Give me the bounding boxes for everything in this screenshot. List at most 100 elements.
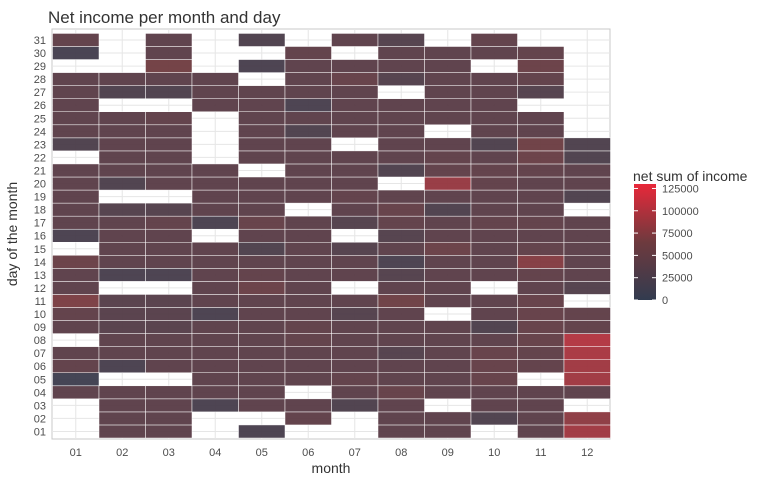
- heatmap-cell-10-10: [470, 307, 518, 321]
- legend-tick-label: 0: [662, 295, 668, 307]
- y-tick-label: 04: [34, 387, 46, 399]
- heatmap-cell-02-03: [98, 398, 146, 413]
- heatmap-cell-04-07: [191, 346, 239, 360]
- heatmap-cell-03-29: [145, 59, 193, 73]
- heatmap-cell-07-22: [331, 150, 379, 165]
- heatmap-cell-04-26: [191, 98, 239, 112]
- heatmap-cell-03-31: [145, 33, 193, 47]
- heatmap-cell-09-02: [424, 411, 472, 426]
- heatmap-cell-08-05: [377, 372, 425, 387]
- heatmap-cell-06-29: [284, 59, 332, 73]
- y-tick-label: 01: [34, 426, 46, 438]
- heatmap-cell-02-10: [98, 307, 146, 321]
- y-tick-label: 29: [34, 61, 46, 73]
- heatmap-cell-10-06: [470, 359, 518, 374]
- y-tick-label: 27: [34, 87, 46, 99]
- heatmap-cell-10-16: [470, 228, 518, 243]
- heatmap-cell-08-04: [377, 385, 425, 400]
- heatmap-cell-04-03: [191, 398, 239, 413]
- heatmap-cell-05-18: [238, 202, 286, 217]
- heatmap-cell-09-04: [424, 385, 472, 400]
- heatmap-cell-06-19: [284, 189, 332, 204]
- heatmap-cell-09-19: [424, 189, 472, 204]
- heatmap-cell-07-07: [331, 346, 379, 360]
- heatmap-cell-07-20: [331, 176, 379, 191]
- y-tick-label: 26: [34, 100, 46, 112]
- x-tick-label: 03: [163, 447, 175, 459]
- heatmap-cell-10-15: [470, 242, 518, 256]
- heatmap-cell-11-22: [517, 150, 565, 165]
- heatmap-cell-03-25: [145, 111, 193, 126]
- heatmap-cell-08-19: [377, 189, 425, 204]
- heatmap-cell-03-02: [145, 411, 193, 426]
- heatmap-cell-08-09: [377, 320, 425, 334]
- heatmap-cell-04-06: [191, 359, 239, 374]
- heatmap-cell-05-31: [238, 33, 286, 47]
- heatmap-cell-08-17: [377, 215, 425, 230]
- heatmap-cell-12-23: [563, 137, 611, 152]
- heatmap-cell-05-15: [238, 242, 286, 256]
- heatmap-cell-06-07: [284, 346, 332, 360]
- heatmap-cell-06-23: [284, 137, 332, 152]
- heatmap-cell-06-05: [284, 372, 332, 387]
- heatmap-cell-02-21: [98, 163, 146, 178]
- y-tick-label: 06: [34, 361, 46, 373]
- heatmap-cell-02-16: [98, 228, 146, 243]
- heatmap-cell-11-11: [517, 294, 565, 308]
- heatmap-cell-09-01: [424, 424, 472, 439]
- heatmap-cell-06-27: [284, 85, 332, 99]
- heatmap-cell-03-17: [145, 215, 193, 230]
- heatmap-cell-11-15: [517, 242, 565, 256]
- heatmap-cell-02-08: [98, 333, 146, 347]
- heatmap-cell-05-29: [238, 59, 286, 73]
- heatmap-cell-12-20: [563, 176, 611, 191]
- heatmap-cell-04-28: [191, 72, 239, 86]
- heatmap-cell-04-04: [191, 385, 239, 400]
- heatmap-cell-01-09: [52, 320, 100, 334]
- heatmap-cell-11-29: [517, 59, 565, 73]
- heatmap-cell-04-09: [191, 320, 239, 334]
- heatmap-cell-11-23: [517, 137, 565, 152]
- heatmap-cell-11-28: [517, 72, 565, 86]
- heatmap-cell-09-17: [424, 215, 472, 230]
- heatmap-cell-10-04: [470, 385, 518, 400]
- heatmap-cell-10-09: [470, 320, 518, 334]
- heatmap-cell-06-20: [284, 176, 332, 191]
- y-tick-label: 18: [34, 205, 46, 217]
- heatmap-cell-03-03: [145, 398, 193, 413]
- heatmap-cell-11-16: [517, 228, 565, 243]
- heatmap-cell-01-31: [52, 33, 100, 47]
- heatmap-cell-07-09: [331, 320, 379, 334]
- heatmap-cell-11-02: [517, 411, 565, 426]
- heatmap-cell-09-09: [424, 320, 472, 334]
- heatmap-cell-11-30: [517, 46, 565, 60]
- heatmap-cell-01-12: [52, 281, 100, 295]
- heatmap-cell-01-11: [52, 294, 100, 308]
- heatmap-cell-05-16: [238, 228, 286, 243]
- heatmap-cell-02-07: [98, 346, 146, 360]
- heatmap-cell-01-16: [52, 228, 100, 243]
- heatmap-cell-11-01: [517, 424, 565, 439]
- heatmap-cell-11-04: [517, 385, 565, 400]
- heatmap-cell-02-11: [98, 294, 146, 308]
- heatmap-cell-06-26: [284, 98, 332, 112]
- heatmap-cell-09-28: [424, 72, 472, 86]
- heatmap-cell-07-04: [331, 385, 379, 400]
- heatmap-cell-01-19: [52, 189, 100, 204]
- heatmap-cell-02-15: [98, 242, 146, 256]
- x-tick-label: 08: [395, 447, 407, 459]
- heatmap-cell-03-23: [145, 137, 193, 152]
- heatmap-cell-04-17: [191, 215, 239, 230]
- heatmap-cell-08-18: [377, 202, 425, 217]
- heatmap-cell-05-11: [238, 294, 286, 308]
- heatmap-cell-09-07: [424, 346, 472, 360]
- heatmap-cell-10-07: [470, 346, 518, 360]
- heatmap-cell-03-15: [145, 242, 193, 256]
- heatmap-cell-01-27: [52, 85, 100, 99]
- y-tick-label: 14: [34, 257, 46, 269]
- heatmap-cell-12-09: [563, 320, 611, 334]
- heatmap-cell-05-23: [238, 137, 286, 152]
- heatmap-cell-06-17: [284, 215, 332, 230]
- heatmap-cell-07-17: [331, 215, 379, 230]
